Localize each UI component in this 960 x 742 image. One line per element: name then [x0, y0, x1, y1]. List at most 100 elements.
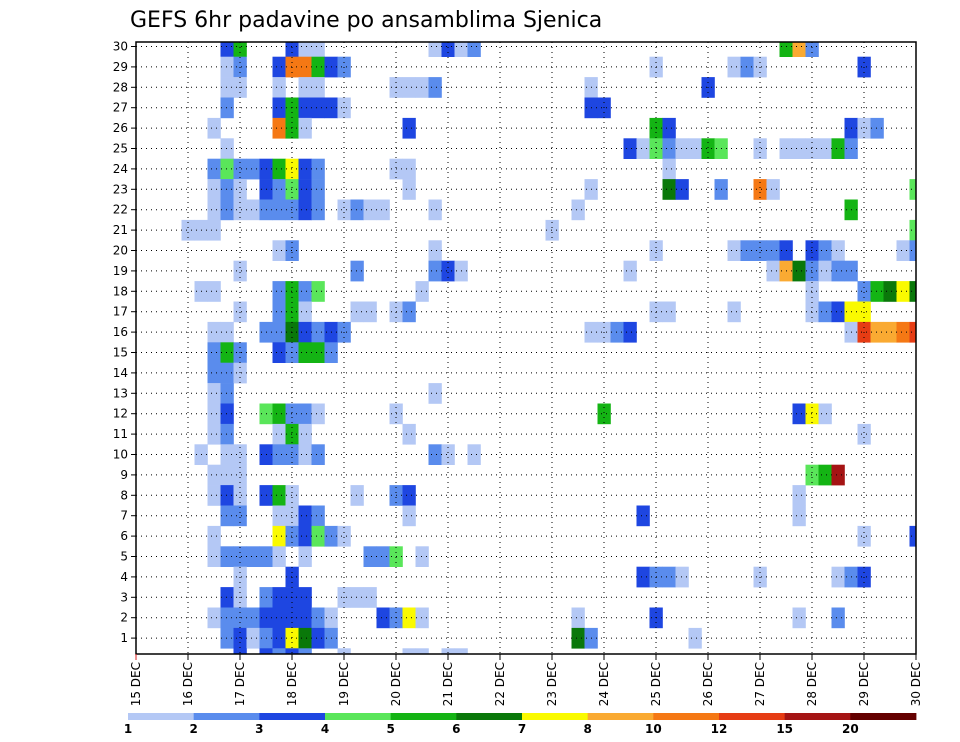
heatmap-cell	[831, 301, 845, 323]
heatmap-cell	[870, 117, 884, 139]
y-tick-label: 11	[113, 427, 128, 441]
heatmap-cell	[402, 117, 416, 139]
heatmap-cell	[272, 505, 286, 527]
colorbar-label: 1	[124, 722, 132, 736]
colorbar-label: 4	[321, 722, 329, 736]
heatmap-cell	[402, 607, 416, 629]
heatmap-cell	[285, 240, 299, 261]
heatmap-cell	[233, 546, 247, 567]
chart-title: GEFS 6hr padavine po ansamblima Sjenica	[130, 8, 602, 33]
heatmap-cell	[298, 42, 312, 57]
heatmap-cell	[272, 607, 286, 629]
heatmap-cell	[220, 158, 234, 180]
heatmap-cell	[818, 138, 832, 159]
heatmap-cell	[220, 42, 234, 57]
colorbar-segment	[587, 713, 654, 720]
heatmap-cell	[207, 607, 221, 629]
heatmap-cell	[220, 423, 234, 445]
heatmap-cell	[857, 117, 871, 139]
heatmap-cell	[402, 648, 416, 655]
colorbar-segment	[653, 713, 720, 720]
heatmap-cell	[207, 383, 221, 404]
heatmap-cell	[857, 525, 871, 547]
heatmap-cell	[870, 321, 884, 343]
heatmap-cell	[207, 219, 221, 241]
y-tick-label: 3	[120, 590, 128, 604]
heatmap-cell	[818, 240, 832, 261]
heatmap-cell	[207, 117, 221, 139]
heatmap-cell	[818, 301, 832, 323]
heatmap-cell	[272, 240, 286, 261]
y-tick-label: 6	[120, 529, 128, 543]
heatmap-cell	[571, 627, 585, 649]
heatmap-cell	[311, 403, 325, 425]
heatmap-cell	[740, 56, 754, 78]
heatmap-cell	[623, 260, 637, 282]
heatmap-cell	[272, 56, 286, 78]
y-tick-label: 25	[113, 142, 128, 156]
heatmap-cell	[220, 485, 234, 506]
heatmap-cell	[428, 444, 442, 465]
heatmap-cell	[220, 97, 234, 119]
heatmap-cell	[207, 464, 221, 486]
heatmap-cell	[285, 281, 299, 302]
heatmap-cell	[792, 505, 806, 527]
heatmap-cell	[623, 321, 637, 343]
heatmap-cell	[311, 321, 325, 343]
y-tick-label: 10	[113, 448, 128, 462]
heatmap-cell	[831, 607, 845, 629]
heatmap-cell	[571, 607, 585, 629]
heatmap-cell	[272, 587, 286, 608]
heatmap-cell	[909, 525, 917, 547]
heatmap-cell	[675, 566, 689, 588]
heatmap-cell	[220, 627, 234, 649]
heatmap-cell	[831, 464, 845, 486]
heatmap-cell	[285, 403, 299, 425]
colorbar-label: 10	[645, 722, 662, 736]
heatmap-cell	[207, 321, 221, 343]
heatmap-cell	[272, 281, 286, 302]
heatmap-cell	[207, 362, 221, 384]
y-tick-label: 16	[113, 325, 128, 339]
heatmap-cell	[662, 138, 676, 159]
heatmap-cell	[298, 546, 312, 567]
x-tick-label: 16 DEC	[181, 662, 195, 706]
heatmap-cell	[441, 42, 455, 57]
y-tick-label: 26	[113, 121, 128, 135]
heatmap-cell	[298, 342, 312, 363]
heatmap-cell	[636, 566, 650, 588]
heatmap-cell	[298, 444, 312, 465]
x-tick-label: 15 DEC	[129, 662, 143, 706]
heatmap-cell	[337, 648, 351, 655]
heatmap-cell	[402, 301, 416, 323]
heatmap-cell	[311, 97, 325, 119]
heatmap-cell	[246, 607, 260, 629]
heatmap-cell	[467, 444, 481, 465]
heatmap-cell	[233, 260, 247, 282]
y-tick-label: 29	[113, 60, 128, 74]
heatmap-cell	[363, 301, 377, 323]
heatmap-cell	[311, 281, 325, 302]
y-tick-label: 4	[120, 570, 128, 584]
x-tick-label: 24 DEC	[597, 662, 611, 706]
heatmap-cell	[909, 321, 917, 343]
heatmap-cell	[415, 648, 429, 655]
heatmap-cell	[220, 56, 234, 78]
heatmap-cell	[233, 444, 247, 465]
heatmap-cell	[311, 42, 325, 57]
heatmap-cell	[636, 138, 650, 159]
colorbar-label: 8	[583, 722, 591, 736]
heatmap-cell	[233, 42, 247, 57]
heatmap-cell	[298, 281, 312, 302]
colorbar-segment	[259, 713, 326, 720]
y-tick-label: 17	[113, 305, 128, 319]
heatmap-cell	[766, 179, 780, 200]
heatmap-cell	[272, 117, 286, 139]
heatmap-cell	[818, 464, 832, 486]
heatmap-cell	[402, 423, 416, 445]
heatmap-cell	[259, 648, 273, 655]
x-axis-ticks: 15 DEC 16 DEC 17 DEC 18 DEC 19 DEC 20 DEC 21 D…	[129, 654, 923, 706]
heatmap-cell	[311, 607, 325, 629]
heatmap-cell	[285, 158, 299, 180]
heatmap-cell	[298, 301, 312, 323]
